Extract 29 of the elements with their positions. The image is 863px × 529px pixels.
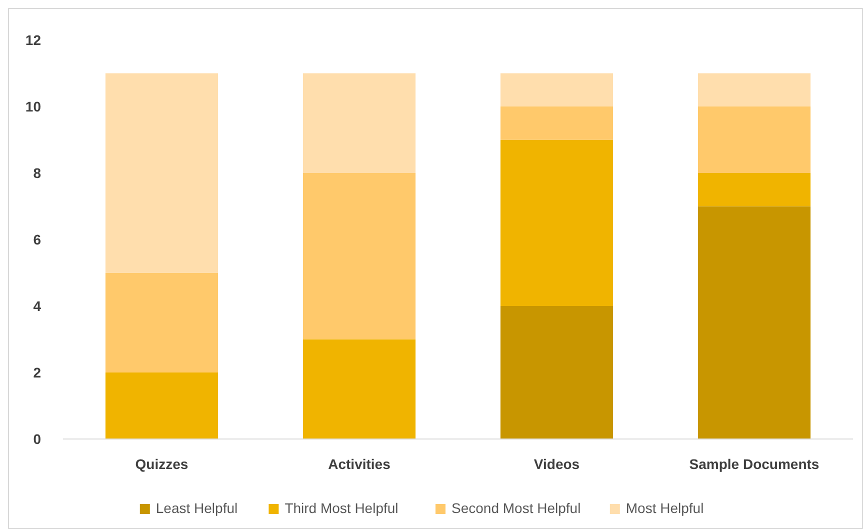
y-tick-label: 4	[33, 298, 42, 314]
y-tick-label: 6	[33, 231, 42, 248]
bar	[302, 73, 416, 173]
bar	[698, 73, 811, 106]
x-tick-label: Quizzes	[135, 456, 188, 472]
bar	[698, 206, 811, 439]
bar	[698, 106, 811, 173]
bar	[500, 73, 614, 106]
bar	[500, 106, 614, 140]
legend-label: Second Most Helpful	[452, 500, 581, 516]
y-tick-label: 12	[25, 32, 42, 48]
bar	[698, 173, 811, 206]
legend-label: Third Most Helpful	[284, 500, 398, 516]
x-tick-label: Videos	[534, 456, 580, 472]
bar	[105, 73, 218, 273]
bar	[500, 306, 614, 439]
y-tick-label: 8	[33, 164, 42, 181]
bar	[500, 140, 614, 306]
y-tick-label: 10	[25, 98, 42, 114]
x-tick-label: Sample Documents	[689, 456, 820, 472]
bar	[105, 272, 218, 372]
legend-label: Most Helpful	[626, 500, 704, 516]
y-tick-label: 0	[33, 430, 42, 447]
bar	[302, 173, 416, 340]
legend-label: Least Helpful	[156, 500, 238, 516]
x-tick-label: Activities	[328, 456, 391, 472]
bar	[105, 372, 218, 439]
y-tick-label: 2	[33, 364, 42, 380]
bar	[302, 339, 416, 439]
